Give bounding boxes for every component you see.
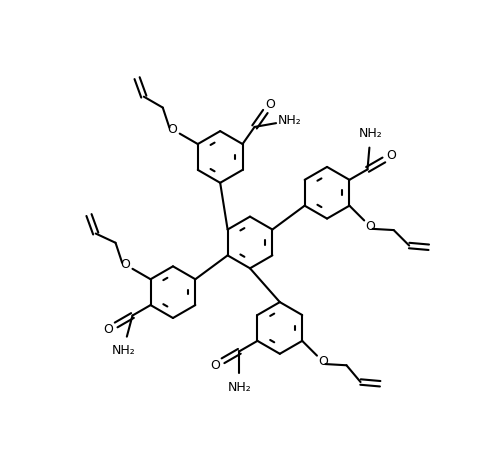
Text: NH₂: NH₂ (358, 127, 382, 140)
Text: O: O (318, 355, 328, 368)
Text: O: O (266, 98, 276, 110)
Text: O: O (365, 220, 375, 233)
Text: NH₂: NH₂ (228, 381, 251, 393)
Text: O: O (120, 258, 130, 271)
Text: NH₂: NH₂ (278, 114, 301, 127)
Text: O: O (104, 323, 114, 336)
Text: O: O (386, 149, 396, 162)
Text: NH₂: NH₂ (112, 344, 135, 357)
Text: O: O (210, 359, 220, 372)
Text: O: O (168, 123, 177, 136)
